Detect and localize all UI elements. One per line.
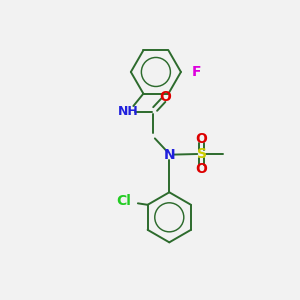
Text: F: F [192,65,202,79]
Text: N: N [164,148,175,163]
Text: S: S [197,147,207,161]
Text: O: O [160,90,171,104]
Text: Cl: Cl [116,194,131,208]
Text: O: O [196,132,208,146]
Text: NH: NH [118,105,138,119]
Text: O: O [196,162,208,176]
